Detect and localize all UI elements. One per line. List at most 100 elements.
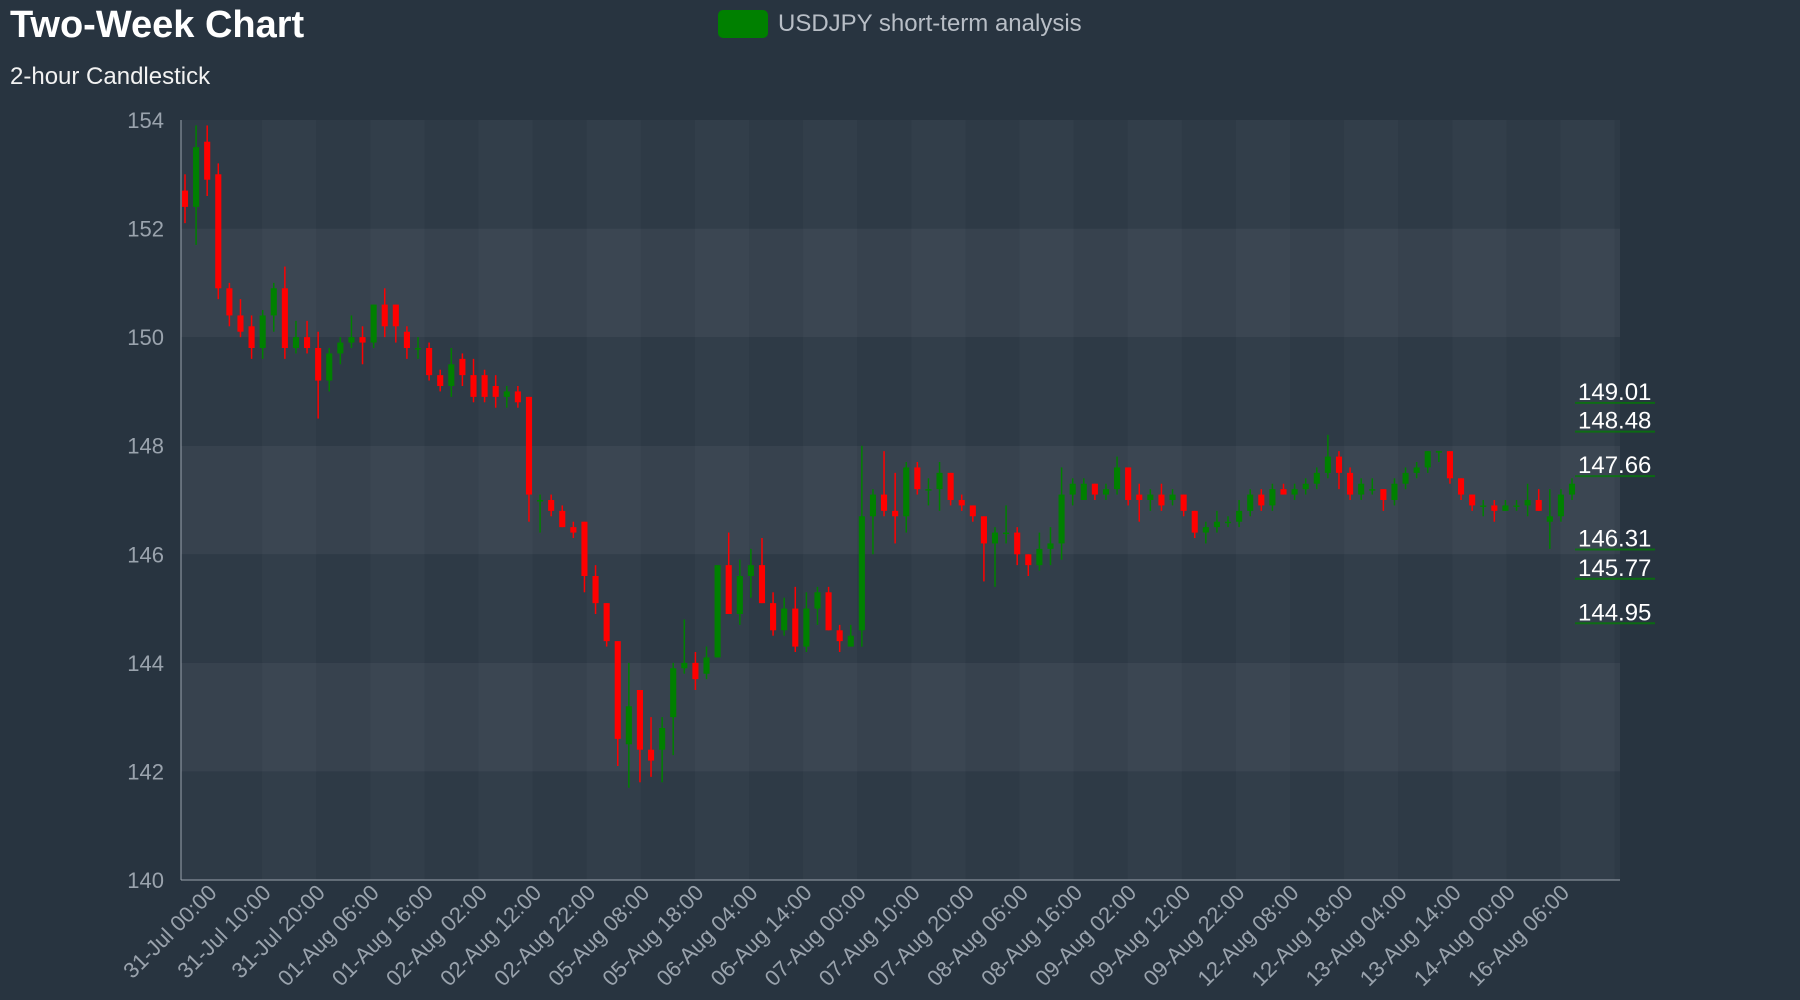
candle: [1136, 483, 1143, 522]
legend-label[interactable]: USDJPY short-term analysis: [778, 10, 1082, 37]
candles: [181, 125, 1576, 788]
legend[interactable]: USDJPY short-term analysis: [718, 10, 1082, 38]
candle: [681, 619, 688, 674]
candle: [1180, 494, 1187, 517]
candle-body: [858, 516, 865, 631]
candle: [647, 717, 655, 777]
chart-title: Two-Week Chart: [10, 4, 305, 46]
legend-swatch[interactable]: [718, 10, 768, 38]
candle: [1058, 467, 1065, 560]
candle-body: [1291, 489, 1298, 495]
candle-body: [1247, 494, 1254, 511]
candle: [1313, 467, 1320, 490]
candle-body: [1535, 500, 1542, 511]
plot-bands: [181, 120, 1620, 880]
candle-body: [847, 635, 854, 647]
candle: [459, 353, 466, 386]
candle-body: [1435, 451, 1442, 453]
candle: [1424, 451, 1431, 473]
candle-body: [559, 510, 566, 528]
candle: [1302, 478, 1309, 495]
candle: [226, 282, 233, 327]
candle: [426, 342, 433, 381]
candle-body: [292, 337, 300, 348]
candle-body: [1158, 494, 1165, 506]
candle-body: [426, 348, 433, 376]
candle: [237, 299, 244, 338]
vertical-band: [262, 120, 316, 880]
candle: [1036, 532, 1043, 571]
candle-body: [437, 375, 444, 386]
candle-body: [914, 467, 921, 490]
candle: [1335, 451, 1343, 490]
candle-body: [869, 494, 877, 517]
candle-body: [392, 304, 399, 327]
candle: [914, 462, 921, 495]
vertical-band: [1020, 120, 1074, 880]
candle: [1446, 451, 1453, 484]
candle-body: [1469, 494, 1476, 506]
candle: [803, 592, 810, 652]
candle-body: [1069, 483, 1076, 495]
candle: [1158, 483, 1165, 511]
candle: [392, 304, 399, 343]
candle-body: [1335, 456, 1343, 473]
vertical-band: [695, 120, 749, 880]
candle: [1014, 527, 1021, 566]
candle-body: [614, 641, 621, 739]
candle: [1080, 478, 1087, 500]
price-level: 145.77: [1575, 555, 1655, 582]
candle: [1224, 516, 1232, 528]
horizontal-band: [181, 337, 1620, 446]
candle-body: [1169, 494, 1176, 500]
candle: [1191, 510, 1198, 538]
vertical-band: [479, 120, 533, 880]
candle: [858, 445, 865, 647]
candle-body: [1025, 554, 1032, 566]
candle: [304, 320, 311, 354]
candle-body: [1080, 483, 1087, 500]
vertical-band: [1344, 120, 1398, 880]
candle: [181, 174, 189, 224]
candle: [1491, 500, 1498, 522]
candle-body: [370, 304, 377, 343]
candle: [1236, 500, 1243, 528]
candle: [193, 125, 200, 245]
candle-body: [1213, 521, 1220, 528]
candle-body: [1358, 483, 1365, 495]
candle: [781, 597, 788, 636]
candle: [581, 521, 588, 593]
candle: [847, 624, 854, 647]
candle-body: [1424, 451, 1431, 468]
candle-body: [403, 331, 410, 348]
candle: [348, 315, 355, 348]
candle: [670, 662, 677, 756]
candle-body: [459, 358, 466, 376]
candle-body: [692, 662, 699, 680]
candle: [869, 489, 877, 555]
candle: [315, 331, 322, 419]
candle: [703, 646, 710, 680]
candle: [403, 326, 410, 359]
candle: [947, 472, 954, 506]
price-level: 148.48: [1575, 408, 1655, 435]
candle-body: [359, 337, 366, 343]
candle-body: [1380, 489, 1387, 500]
candle-body: [647, 749, 655, 761]
candle-body: [226, 288, 233, 316]
candle-body: [281, 288, 288, 348]
candle: [1091, 483, 1098, 500]
y-tick-label: 140: [127, 868, 164, 893]
candle: [559, 505, 566, 528]
candle: [448, 348, 455, 397]
candle-body: [315, 348, 322, 381]
candle-body: [1480, 505, 1487, 507]
candle-body: [670, 668, 677, 718]
y-tick-label: 148: [127, 434, 164, 459]
candle: [936, 462, 943, 511]
candle-body: [947, 472, 954, 500]
candle-body: [414, 348, 422, 350]
candle-body: [1369, 489, 1376, 491]
candle: [1247, 489, 1254, 517]
candle-body: [625, 706, 632, 745]
